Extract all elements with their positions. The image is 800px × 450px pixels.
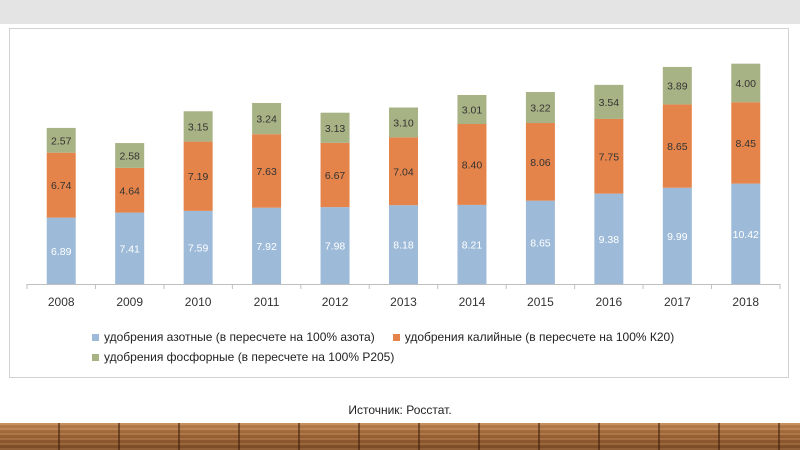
legend-label-phosphorus: удобрения фосфорные (в пересчете на 100%…: [104, 350, 395, 364]
bar-potassium-2015: [525, 123, 555, 201]
bar-nitrogen-2014: [457, 204, 487, 284]
x-tick-label-2015: 2015: [527, 295, 554, 309]
legend-item-potassium: удобрения калийные (в пересчете на 100% …: [392, 330, 675, 344]
data-label-potassium-2012: 6.67: [325, 170, 346, 182]
bar-potassium-2011: [252, 134, 282, 208]
bar-phosphorus-2008: [46, 127, 76, 153]
legend-swatch-nitrogen: [92, 333, 99, 341]
data-label-phosphorus-2011: 3.24: [256, 114, 277, 126]
bar-potassium-2014: [457, 123, 487, 205]
data-label-nitrogen-2018: 10.42: [733, 229, 759, 241]
bar-potassium-2013: [389, 137, 418, 206]
data-label-phosphorus-2015: 3.22: [530, 103, 551, 115]
data-label-phosphorus-2017: 3.89: [667, 81, 688, 93]
data-label-nitrogen-2013: 8.18: [393, 240, 414, 252]
slide-top-strip: [0, 0, 800, 24]
bar-nitrogen-2010: [183, 210, 213, 284]
data-label-phosphorus-2014: 3.01: [462, 104, 483, 116]
bar-phosphorus-2017: [662, 66, 692, 105]
bar-phosphorus-2018: [731, 63, 761, 103]
data-label-potassium-2008: 6.74: [51, 180, 72, 192]
legend-item-phosphorus: удобрения фосфорные (в пересчете на 100%…: [92, 350, 394, 364]
data-label-potassium-2011: 7.63: [256, 166, 277, 178]
source-caption: Источник: Росстат.: [348, 403, 452, 417]
bar-phosphorus-2012: [320, 112, 350, 143]
data-label-potassium-2014: 8.40: [462, 159, 483, 171]
data-label-nitrogen-2017: 9.99: [667, 231, 688, 243]
data-label-potassium-2015: 8.06: [530, 157, 551, 169]
data-label-nitrogen-2014: 8.21: [462, 239, 483, 251]
bar-nitrogen-2011: [252, 207, 282, 284]
bar-nitrogen-2018: [731, 183, 761, 284]
x-tick-label-2010: 2010: [185, 295, 212, 309]
x-tick-label-2016: 2016: [596, 295, 623, 309]
x-tick-label-2018: 2018: [732, 295, 759, 309]
data-label-nitrogen-2016: 9.38: [599, 234, 620, 246]
data-label-potassium-2016: 7.75: [599, 151, 620, 163]
chart-legend: удобрения азотные (в пересчете на 100% а…: [92, 327, 782, 367]
legend-label-potassium: удобрения калийные (в пересчете на 100% …: [404, 330, 675, 344]
x-tick-label-2014: 2014: [459, 295, 486, 309]
bar-phosphorus-2011: [252, 102, 282, 135]
bar-phosphorus-2014: [457, 94, 487, 124]
bar-nitrogen-2016: [594, 193, 624, 284]
data-label-phosphorus-2009: 2.58: [119, 150, 140, 162]
bar-nitrogen-2009: [115, 212, 145, 284]
data-label-phosphorus-2010: 3.15: [188, 121, 209, 133]
bar-phosphorus-2015: [525, 91, 555, 124]
x-tick-label-2008: 2008: [48, 295, 75, 309]
bar-nitrogen-2013: [389, 205, 418, 284]
legend-swatch-potassium: [392, 333, 400, 341]
x-tick-label-2009: 2009: [116, 295, 143, 309]
bar-phosphorus-2016: [594, 84, 624, 119]
bar-potassium-2008: [46, 152, 76, 218]
bar-nitrogen-2012: [320, 207, 350, 284]
bar-nitrogen-2017: [662, 187, 692, 284]
x-tick-label-2013: 2013: [390, 295, 417, 309]
chart-frame: 6.89 6.74 2.57 2008 7.41 4.64 2.58 2009 7.59 7.19…: [9, 28, 789, 378]
bar-potassium-2018: [731, 102, 761, 184]
data-label-nitrogen-2009: 7.41: [119, 243, 140, 255]
data-label-nitrogen-2008: 6.89: [51, 246, 72, 258]
x-tick-label-2017: 2017: [664, 295, 691, 309]
data-label-phosphorus-2013: 3.10: [393, 117, 414, 129]
legend-item-nitrogen: удобрения азотные (в пересчете на 100% а…: [92, 330, 375, 344]
bar-potassium-2010: [183, 141, 213, 211]
bar-phosphorus-2010: [183, 111, 213, 142]
bar-phosphorus-2013: [389, 107, 418, 138]
bar-phosphorus-2009: [115, 143, 145, 168]
data-label-phosphorus-2008: 2.57: [51, 135, 72, 147]
bar-nitrogen-2008: [46, 217, 76, 284]
data-label-phosphorus-2018: 4.00: [736, 78, 757, 90]
legend-label-nitrogen: удобрения азотные (в пересчете на 100% а…: [104, 330, 375, 344]
wood-floor-decoration: [0, 423, 800, 450]
bar-potassium-2017: [662, 104, 692, 188]
data-label-nitrogen-2011: 7.92: [256, 241, 277, 253]
data-label-potassium-2017: 8.65: [667, 141, 688, 153]
data-label-nitrogen-2012: 7.98: [325, 241, 346, 253]
data-label-nitrogen-2010: 7.59: [188, 242, 209, 254]
bar-potassium-2012: [320, 142, 350, 208]
data-label-phosphorus-2016: 3.54: [599, 97, 620, 109]
bar-potassium-2009: [115, 167, 145, 213]
data-label-potassium-2018: 8.45: [736, 138, 757, 150]
legend-swatch-phosphorus: [92, 353, 99, 361]
data-label-phosphorus-2012: 3.13: [325, 123, 346, 135]
bar-nitrogen-2015: [525, 200, 555, 284]
data-label-potassium-2013: 7.04: [393, 166, 414, 178]
bar-potassium-2016: [594, 118, 624, 194]
x-tick-label-2012: 2012: [322, 295, 349, 309]
data-label-nitrogen-2015: 8.65: [530, 237, 551, 249]
data-label-potassium-2009: 4.64: [119, 185, 140, 197]
stacked-bar-chart: 6.89 6.74 2.57 2008 7.41 4.64 2.58 2009 7.59 7.19…: [26, 63, 781, 309]
data-label-potassium-2010: 7.19: [188, 171, 209, 183]
x-tick-label-2011: 2011: [254, 295, 280, 309]
